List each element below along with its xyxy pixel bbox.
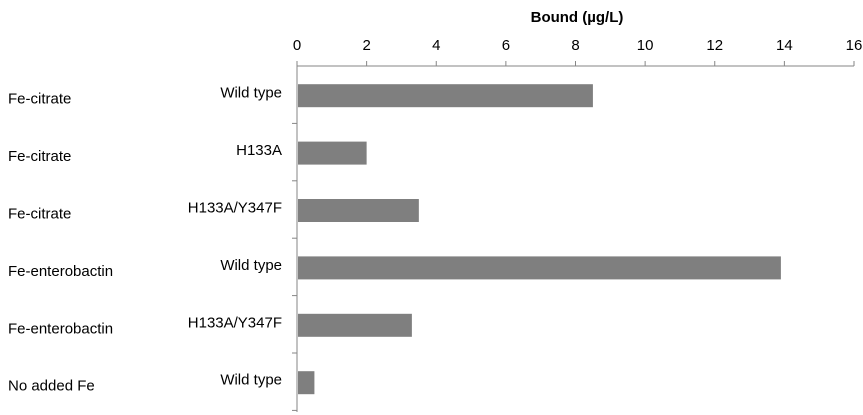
bar [298,199,419,222]
x-tick-label: 8 [571,37,579,54]
category-group-label: Fe-enterobactin [8,263,113,280]
category-label: H133A [236,142,282,159]
category-group-label: Fe-citrate [8,91,71,108]
bar [298,313,412,337]
category-label: Wild type [220,257,282,274]
category-labels: Fe-citrate Wild type Fe-citrate H133A Fe-cit… [8,85,282,395]
bar [298,84,593,108]
x-tick-label: 2 [362,37,370,54]
x-tick-label: 6 [502,37,510,54]
x-axis-title: Bound (µg/L) [531,9,624,26]
axes [292,65,854,412]
bar [298,141,367,165]
x-tick-label: 10 [637,37,654,54]
category-group-label: Fe-citrate [8,206,71,223]
bar [298,256,781,280]
category-group-label: Fe-citrate [8,148,71,165]
category-label: H133A/Y347F [188,314,282,331]
x-axis-ticks: 0 2 4 6 8 10 12 14 16 [293,37,863,66]
category-group-label: No added Fe [8,378,95,395]
bars [298,84,781,395]
x-tick-label: 16 [846,37,863,54]
category-group-label: Fe-enterobactin [8,320,113,337]
category-label: Wild type [220,372,282,389]
x-tick-label: 12 [706,37,723,54]
bar [298,371,315,395]
x-tick-label: 14 [776,37,793,54]
x-tick-label: 4 [432,37,440,54]
category-label: Wild type [220,85,282,102]
category-label: H133A/Y347F [188,200,282,217]
x-tick-label: 0 [293,37,301,54]
